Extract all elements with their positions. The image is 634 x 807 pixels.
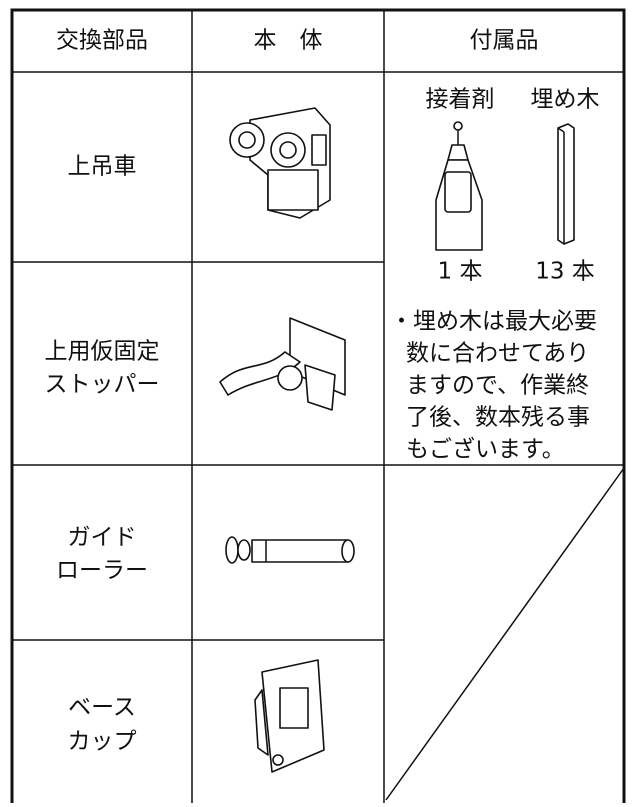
header-cell: 付属品 [470,28,539,54]
part-name: ストッパー [45,372,160,398]
roller-illustration [225,536,355,564]
accessory-name: 埋め木 [531,87,600,113]
part-name: 上用仮固定 [45,339,160,365]
stopper-illustration [219,317,346,411]
cup-illustration [254,659,325,773]
hanger-illustration [229,107,331,219]
header-cell: 本 体 [254,28,323,54]
table-grid [10,8,626,807]
note-line: 数に合わせてあり [406,341,589,367]
note-line: ますので、作業終 [406,373,589,399]
header-cell: 交換部品 [56,28,148,54]
part-name: ベース [68,695,136,721]
accessory-qty: 13 本 [535,259,595,285]
note-line: ・埋め木は最大必要 [390,309,597,335]
diagonal-slash [385,467,625,801]
part-name: ガイド [68,525,137,551]
table-frame [10,8,626,807]
glue-illustration [435,121,483,251]
accessory-name: 接着剤 [426,87,495,113]
part-name: 上吊車 [68,154,137,180]
part-name: カップ [68,729,137,755]
stick-illustration [557,123,575,245]
part-name: ローラー [56,558,148,584]
note-line: 了後、数本残る事 [406,405,590,431]
accessory-qty: 1 本 [438,259,483,285]
note-line: もございます。 [406,436,565,463]
